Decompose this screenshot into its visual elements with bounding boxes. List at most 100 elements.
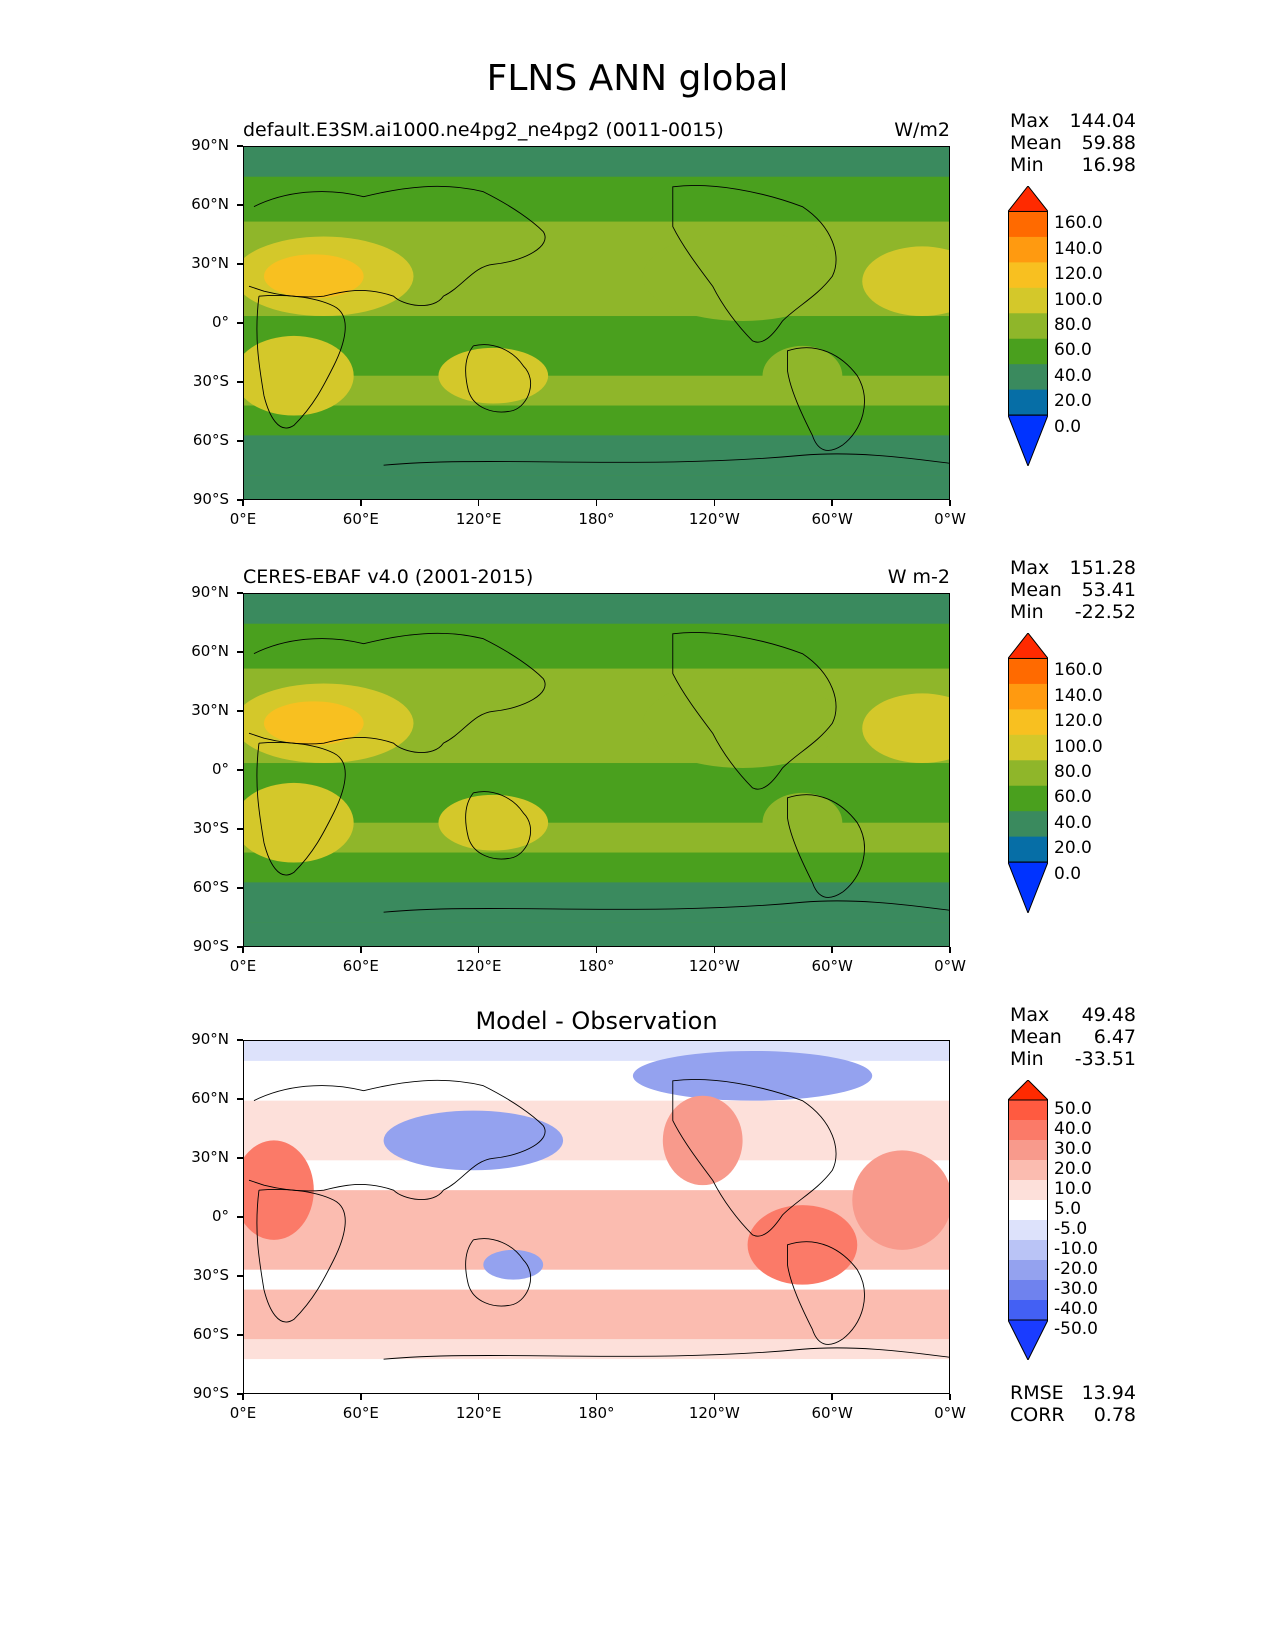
lon-tick bbox=[477, 947, 480, 953]
colorbar-tick-label: 120.0 bbox=[1054, 711, 1103, 732]
lon-tick bbox=[477, 1394, 480, 1400]
stat-row: Min 16.98 bbox=[1010, 154, 1136, 176]
colorbar-tick-label: 80.0 bbox=[1054, 762, 1092, 782]
stats-block: Max 151.28 Mean 53.41 Min -22.52 bbox=[1010, 557, 1136, 623]
units-label: W m-2 bbox=[887, 566, 950, 588]
stats-block: Max 49.48 Mean 6.47 Min -33.51 bbox=[1010, 1004, 1136, 1070]
lon-tick-label: 120°E bbox=[455, 510, 502, 528]
coastline bbox=[248, 632, 546, 753]
coastline bbox=[465, 344, 532, 413]
stat-value: 6.47 bbox=[1093, 1026, 1136, 1048]
stat-row: Min -22.52 bbox=[1010, 601, 1136, 623]
colorbar-container bbox=[1006, 185, 1050, 468]
lon-tick-label: 180° bbox=[578, 1404, 615, 1422]
colorbar-tick-label: 140.0 bbox=[1054, 238, 1103, 259]
colorbar-tick-label: -30.0 bbox=[1054, 1279, 1098, 1299]
lat-tick bbox=[237, 946, 243, 948]
colorbar bbox=[1006, 632, 1050, 915]
lon-tick bbox=[242, 500, 244, 506]
colorbar-tick-label: -40.0 bbox=[1054, 1299, 1098, 1319]
colorbar-tick-label: 100.0 bbox=[1054, 736, 1103, 757]
colorbar-container bbox=[1006, 632, 1050, 915]
coastline bbox=[248, 185, 546, 306]
coastline bbox=[672, 1079, 837, 1237]
stat-value: -22.52 bbox=[1074, 601, 1136, 623]
lat-tick bbox=[237, 1157, 243, 1159]
lat-tick-label: 90°N bbox=[191, 1030, 229, 1048]
lat-tick-label: 60°N bbox=[191, 642, 229, 660]
lon-tick bbox=[831, 500, 833, 506]
units-label: W/m2 bbox=[894, 119, 950, 141]
lat-tick bbox=[237, 204, 243, 206]
coastline bbox=[787, 1241, 865, 1345]
colorbar bbox=[1006, 185, 1050, 468]
lat-tick bbox=[237, 322, 243, 324]
colorbar-tick-label: 80.0 bbox=[1054, 315, 1092, 335]
lat-tick bbox=[237, 381, 243, 383]
stat-value: 0.78 bbox=[1093, 1404, 1136, 1426]
lon-tick-label: 120°W bbox=[688, 957, 740, 975]
lon-tick bbox=[595, 500, 598, 506]
lon-tick bbox=[595, 1394, 598, 1400]
stat-value: 16.98 bbox=[1081, 154, 1136, 176]
figure-title: FLNS ANN global bbox=[486, 58, 789, 99]
stat-row: CORR 0.78 bbox=[1010, 1404, 1136, 1426]
lon-tick-label: 60°W bbox=[811, 957, 853, 975]
lat-tick-label: 0° bbox=[211, 1207, 229, 1225]
lat-tick bbox=[237, 263, 243, 265]
lat-tick-label: 90°N bbox=[191, 136, 229, 154]
lat-tick-label: 30°S bbox=[192, 819, 229, 837]
lon-tick-label: 180° bbox=[578, 510, 615, 528]
colorbar bbox=[1006, 1079, 1050, 1362]
lon-tick bbox=[242, 1394, 244, 1400]
lon-tick bbox=[360, 500, 362, 506]
lat-tick bbox=[237, 1334, 243, 1336]
stat-name: Mean bbox=[1010, 1026, 1062, 1048]
stat-value: 53.41 bbox=[1081, 579, 1136, 601]
colorbar-tick-label: 120.0 bbox=[1054, 264, 1103, 285]
filled-contour-field bbox=[244, 594, 949, 946]
colorbar-tick-label: 10.0 bbox=[1054, 1179, 1092, 1199]
colorbar-tick-label: -5.0 bbox=[1054, 1219, 1088, 1239]
lon-tick-label: 60°E bbox=[342, 510, 379, 528]
lat-tick-label: 30°N bbox=[191, 254, 229, 272]
stat-name: Max bbox=[1010, 110, 1050, 132]
coastline bbox=[256, 1189, 346, 1323]
lat-tick bbox=[237, 145, 243, 147]
lon-tick bbox=[949, 1394, 951, 1400]
lat-tick bbox=[237, 1098, 243, 1100]
lat-tick-label: 90°S bbox=[192, 1384, 229, 1402]
lon-tick-label: 0°E bbox=[229, 957, 257, 975]
stat-row: Mean 53.41 bbox=[1010, 579, 1136, 601]
lon-tick-label: 0°E bbox=[229, 1404, 257, 1422]
colorbar-tick-label: 40.0 bbox=[1054, 1119, 1092, 1139]
lat-tick bbox=[237, 1393, 243, 1395]
stat-value: 59.88 bbox=[1081, 132, 1136, 154]
stat-name: Mean bbox=[1010, 132, 1062, 154]
stats-block: Max 144.04 Mean 59.88 Min 16.98 bbox=[1010, 110, 1136, 176]
lat-tick bbox=[237, 592, 243, 594]
lat-tick-label: 60°S bbox=[192, 431, 229, 449]
stat-value: 13.94 bbox=[1081, 1382, 1136, 1404]
colorbar-tick-label: 0.0 bbox=[1054, 863, 1082, 884]
lat-tick bbox=[237, 651, 243, 653]
colorbar-tick-label: 50.0 bbox=[1054, 1099, 1092, 1119]
lat-tick bbox=[237, 710, 243, 712]
error-stats: RMSE 13.94 CORR 0.78 bbox=[1010, 1382, 1136, 1426]
lat-tick bbox=[237, 887, 243, 889]
lon-tick bbox=[242, 947, 244, 953]
lon-tick-label: 0°W bbox=[934, 510, 966, 528]
lat-tick bbox=[237, 499, 243, 501]
lon-tick-label: 60°W bbox=[811, 510, 853, 528]
coastline bbox=[672, 185, 837, 343]
colorbar-tick-label: -50.0 bbox=[1054, 1319, 1098, 1339]
colorbar-tick-label: 20.0 bbox=[1054, 838, 1092, 859]
coastline bbox=[787, 347, 865, 451]
colorbar-tick-label: 40.0 bbox=[1054, 365, 1092, 386]
coastline bbox=[465, 791, 532, 860]
coastline bbox=[383, 453, 949, 466]
coastline bbox=[256, 295, 346, 429]
stat-value: 151.28 bbox=[1069, 557, 1136, 579]
stat-row: Max 151.28 bbox=[1010, 557, 1136, 579]
colorbar-tick-label: 20.0 bbox=[1054, 1159, 1092, 1179]
